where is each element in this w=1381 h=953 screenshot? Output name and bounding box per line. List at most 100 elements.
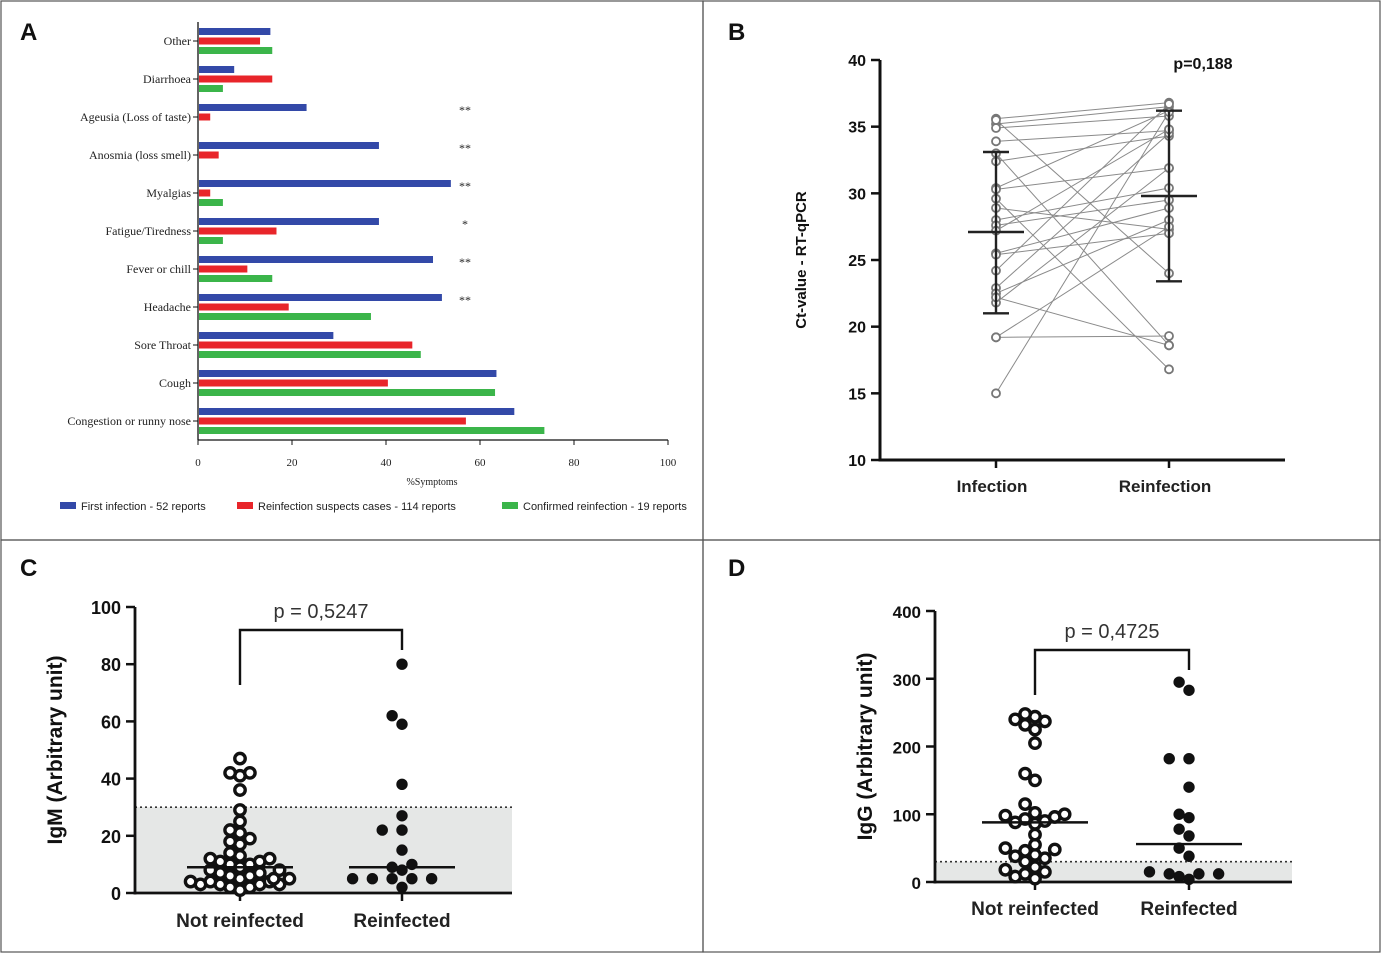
d-not-reinfected-point xyxy=(1020,799,1030,809)
a-bar xyxy=(199,104,307,111)
b-pair-line xyxy=(996,129,1169,230)
a-x-tick-label: 40 xyxy=(381,457,393,469)
a-bar xyxy=(199,47,272,54)
b-pair-line xyxy=(996,133,1169,288)
a-bar xyxy=(199,342,412,349)
a-bar xyxy=(199,237,223,244)
c-reinfected-point xyxy=(387,874,397,884)
c-reinfected-point xyxy=(397,825,407,835)
a-bar xyxy=(199,332,333,339)
a-bar xyxy=(199,351,421,358)
b-reinfection-point xyxy=(1165,365,1173,373)
panel-a-frame xyxy=(1,1,703,540)
panel-c-letter: C xyxy=(20,555,37,582)
d-reinfected-point xyxy=(1174,677,1184,687)
figure: A B C D 0 20 40 60 80 100 %Symptoms Other Diarrh… xyxy=(0,0,1381,953)
b-reinfection-point xyxy=(1165,100,1173,108)
a-category-label: Headache xyxy=(144,300,191,314)
d-not-reinfected-point xyxy=(1059,809,1069,819)
c-not-reinfected-point xyxy=(235,816,245,826)
a-category-label: Diarrhoea xyxy=(143,72,192,86)
d-reinfected-point xyxy=(1174,809,1184,819)
c-reinfected-point xyxy=(426,874,436,884)
a-bar xyxy=(199,85,223,92)
a-significance-mark: ** xyxy=(459,179,471,193)
d-reinfected-point xyxy=(1184,851,1194,861)
c-not-reinfected-point xyxy=(225,768,235,778)
c-reinfected-point xyxy=(397,719,407,729)
d-not-reinfected-point xyxy=(1020,768,1030,778)
c-y-tick-label: 60 xyxy=(101,712,121,732)
b-y-tick-label: 40 xyxy=(848,53,866,70)
b-pair-line xyxy=(996,297,1169,345)
c-reinfected-point xyxy=(397,811,407,821)
b-y-tick-label: 20 xyxy=(848,320,866,337)
c-y-tick-label: 20 xyxy=(101,827,121,847)
panel-d-letter: D xyxy=(728,555,745,582)
c-not-reinfected-point xyxy=(235,753,245,763)
d-reinfected-point xyxy=(1213,869,1223,879)
a-bar xyxy=(199,313,371,320)
a-bar xyxy=(199,380,388,387)
b-y-tick-label: 30 xyxy=(848,186,866,203)
figure-canvas: A B C D 0 20 40 60 80 100%SymptomsOtherDiarrh… xyxy=(0,0,1381,953)
c-not-reinfected-point xyxy=(205,853,215,863)
a-legend-swatch xyxy=(60,502,76,509)
a-bar xyxy=(199,190,210,197)
d-y-tick-label: 400 xyxy=(893,603,921,622)
c-y-tick-label: 80 xyxy=(101,655,121,675)
d-reinfected-point xyxy=(1144,867,1154,877)
b-infection-point xyxy=(992,389,1000,397)
a-x-tick-label: 80 xyxy=(569,457,581,469)
d-reinfected-point xyxy=(1184,782,1194,792)
a-significance-mark: ** xyxy=(459,141,471,155)
c-reinfected-point xyxy=(377,825,387,835)
d-p-value: p = 0,4725 xyxy=(1064,621,1159,643)
c-not-reinfected-point xyxy=(225,825,235,835)
a-category-label: Ageusia (Loss of taste) xyxy=(80,110,191,124)
d-not-reinfected-point xyxy=(1030,808,1040,818)
a-legend-label: First infection - 52 reports xyxy=(81,501,206,513)
panel-c-igm-dotplot: 0 20 40 60 80 100 Not reinfected Reinfected IgM … xyxy=(44,598,512,932)
b-y-tick-label: 10 xyxy=(848,453,866,470)
b-infection-point xyxy=(992,137,1000,145)
d-reinfected-point xyxy=(1174,824,1184,834)
c-not-reinfected-point xyxy=(205,876,215,886)
a-category-label: Anosmia (loss smell) xyxy=(89,148,191,162)
d-reinfected-point xyxy=(1184,685,1194,695)
d-y-axis-label: IgG (Arbitrary unit) xyxy=(854,653,877,841)
b-pair-line xyxy=(996,199,1169,370)
d-reinfected-point xyxy=(1164,869,1174,879)
panel-d-igg-dotplot: 0 100 200 300 400 Not reinfected Reinfected IgG… xyxy=(854,603,1292,920)
a-bar xyxy=(199,304,289,311)
b-infection-point xyxy=(992,124,1000,132)
d-y-tick-label: 100 xyxy=(893,806,921,825)
d-y-tick-label: 200 xyxy=(893,739,921,758)
a-category-label: Fever or chill xyxy=(126,262,191,276)
a-bar xyxy=(199,199,223,206)
a-bar xyxy=(199,142,379,149)
a-bar xyxy=(199,114,210,121)
c-reinfected-point xyxy=(397,659,407,669)
c-significance-bracket xyxy=(240,630,402,685)
a-bar xyxy=(199,389,495,396)
a-bar xyxy=(199,275,272,282)
c-not-reinfected-point xyxy=(235,805,245,815)
c-x-tick-label: Not reinfected xyxy=(176,911,304,932)
d-not-reinfected-point xyxy=(1020,869,1030,879)
c-y-tick-label: 0 xyxy=(111,884,121,904)
a-bar xyxy=(199,408,514,415)
d-not-reinfected-point xyxy=(1030,738,1040,748)
panel-b-paired-scatter: 10 15 20 25 30 35 40 Infection Reinfection Ct-val… xyxy=(793,53,1285,496)
a-significance-mark: ** xyxy=(459,293,471,307)
panel-a-letter: A xyxy=(20,19,37,46)
c-reinfected-point xyxy=(367,874,377,884)
b-y-axis-label: Ct-value - RT-qPCR xyxy=(793,191,810,329)
c-not-reinfected-point xyxy=(245,768,255,778)
c-reinfected-point xyxy=(397,882,407,892)
b-x-tick-label: Reinfection xyxy=(1119,477,1212,496)
c-p-value: p = 0,5247 xyxy=(273,601,368,623)
a-bar xyxy=(199,427,544,434)
d-not-reinfected-point xyxy=(1030,775,1040,785)
a-bar xyxy=(199,370,496,377)
